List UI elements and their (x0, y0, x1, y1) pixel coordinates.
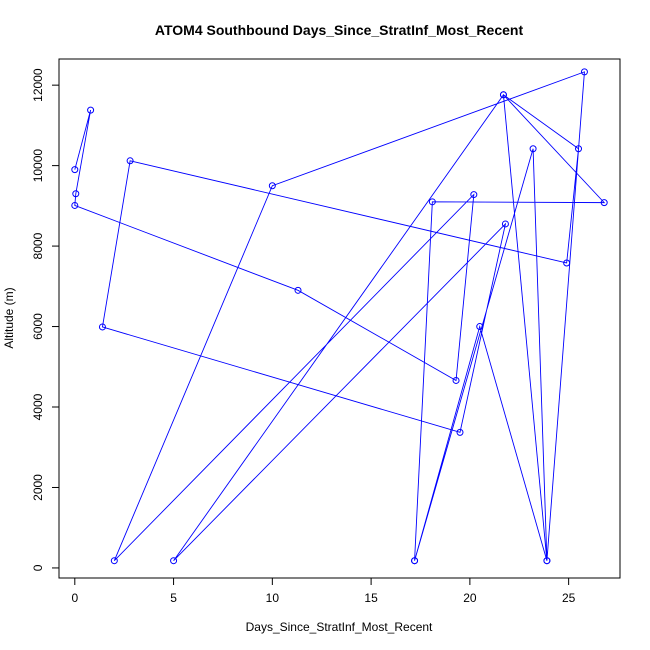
data-point (98, 323, 106, 331)
chart-title: ATOM4 Southbound Days_Since_StratInf_Mos… (155, 22, 524, 38)
data-point (71, 201, 79, 209)
data-point (268, 182, 276, 190)
data-point (110, 557, 118, 565)
x-axis: 0 5 10 15 20 25 (71, 578, 576, 605)
data-point (499, 91, 507, 99)
y-tick-label: 2000 (31, 474, 45, 501)
data-point (470, 191, 478, 199)
x-axis-label: Days_Since_StratInf_Most_Recent (246, 620, 433, 634)
data-point (294, 286, 302, 294)
data-point (72, 190, 80, 198)
data-point (456, 428, 464, 436)
data-point (71, 166, 79, 174)
data-point (452, 376, 460, 384)
data-point (575, 145, 583, 153)
series-group (71, 68, 608, 565)
data-point (126, 157, 134, 165)
data-point (600, 199, 608, 207)
plot-frame (58, 58, 621, 579)
data-point (170, 557, 178, 565)
y-tick-label: 4000 (31, 393, 45, 420)
data-point (411, 557, 419, 565)
y-axis: 0 2000 4000 6000 8000 10000 12000 (31, 68, 59, 571)
x-tick-label: 10 (266, 591, 280, 605)
y-tick-label: 6000 (31, 313, 45, 340)
y-tick-label: 0 (31, 564, 45, 571)
data-point (580, 68, 588, 76)
x-tick-label: 5 (170, 591, 177, 605)
data-point (543, 557, 551, 565)
data-point (87, 106, 95, 114)
x-tick-label: 25 (562, 591, 576, 605)
data-point (501, 220, 509, 228)
y-tick-label: 8000 (31, 232, 45, 259)
y-tick-label: 12000 (31, 68, 45, 102)
data-point (529, 145, 537, 153)
y-axis-label: Altitude (m) (2, 287, 16, 348)
series-line (74, 71, 606, 562)
data-point (476, 323, 484, 331)
data-point (563, 259, 571, 267)
y-tick-label: 10000 (31, 149, 45, 183)
x-tick-label: 0 (71, 591, 78, 605)
data-point (428, 198, 436, 206)
x-tick-label: 15 (364, 591, 378, 605)
x-tick-label: 20 (463, 591, 477, 605)
